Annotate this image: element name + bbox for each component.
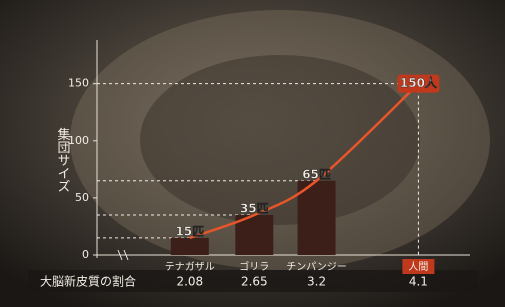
- x-tick-label: テナガザル: [165, 261, 215, 273]
- y-tick-label: 100: [68, 134, 89, 147]
- x-tick-label: 人間: [408, 261, 428, 273]
- x-axis-label: 大脳新皮質の割合: [40, 274, 136, 289]
- bar: [171, 238, 209, 255]
- ratio-label: 3.2: [307, 275, 326, 289]
- x-tick-label: ゴリラ: [239, 260, 269, 273]
- chart: 集団サイズ 大脳新皮質の割合 05010015015匹テナガザル2.0835匹ゴ…: [0, 0, 505, 307]
- brain-inner: [140, 55, 420, 225]
- ratio-label: 2.65: [241, 275, 268, 289]
- ratio-label: 4.1: [409, 275, 428, 289]
- value-label: 150人: [400, 75, 438, 90]
- y-tick-label: 150: [68, 77, 89, 90]
- y-tick-label: 0: [82, 248, 89, 261]
- value-label: 35匹: [240, 202, 269, 216]
- value-label: 15匹: [175, 224, 204, 238]
- x-tick-label: チンパンジー: [286, 261, 347, 273]
- y-tick-label: 50: [75, 191, 89, 204]
- value-label: 65匹: [302, 167, 331, 181]
- ratio-label: 2.08: [176, 275, 203, 289]
